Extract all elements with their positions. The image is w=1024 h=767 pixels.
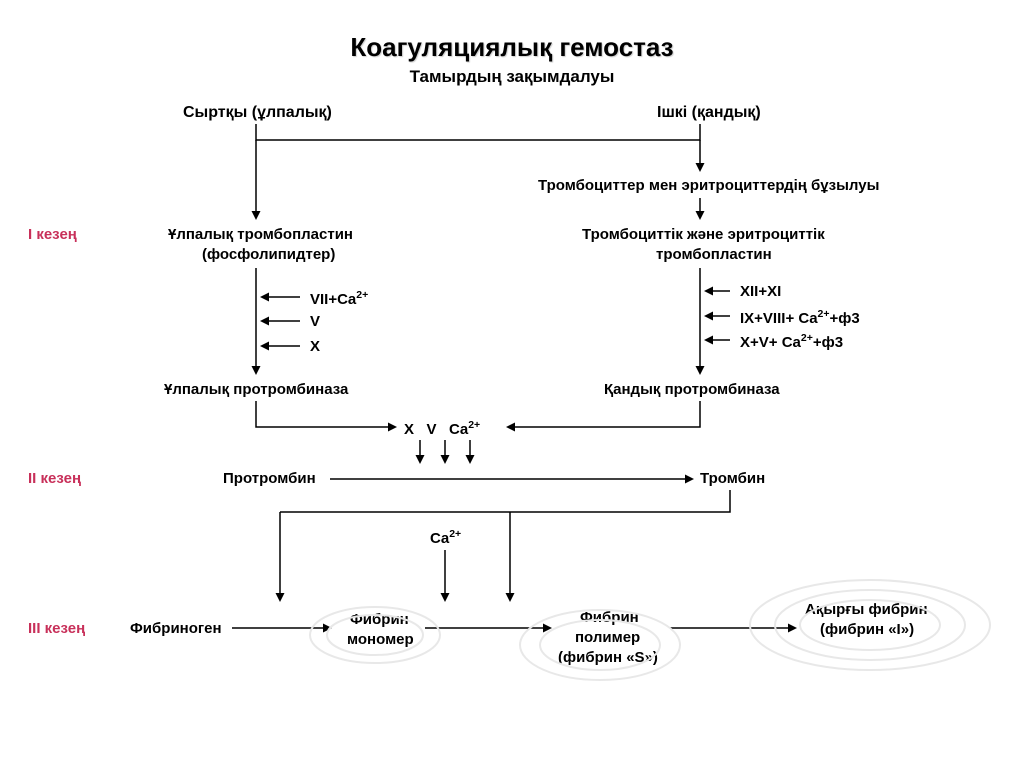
flowchart-svg (0, 0, 1024, 767)
